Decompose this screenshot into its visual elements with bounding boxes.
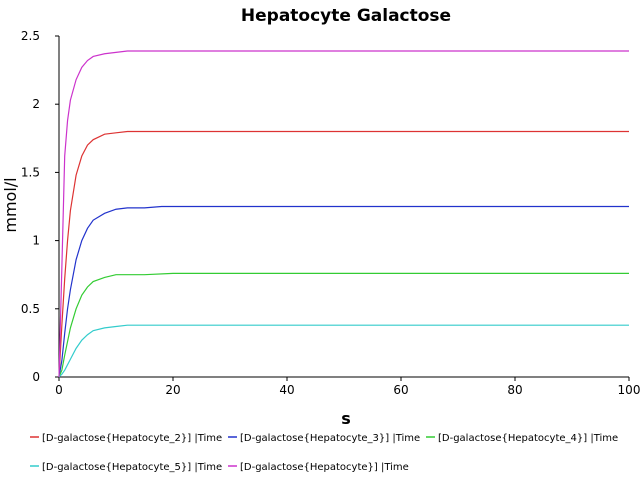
series-line-3: [58, 324, 629, 378]
x-axis-label: s: [341, 409, 351, 428]
series-line-0: [58, 130, 629, 378]
legend-label-0: [D-galactose{Hepatocyte_2}] |Time: [42, 433, 222, 444]
y-axis-label: mmol/l: [1, 177, 20, 232]
series-line-2: [58, 272, 629, 378]
x-tick-label-4: 80: [507, 383, 522, 397]
y-tick-label-5: 2.5: [21, 29, 40, 43]
y-tick-label-2: 1: [32, 234, 40, 248]
x-tick-label-3: 60: [393, 383, 408, 397]
chart-title: Hepatocyte Galactose: [241, 6, 451, 26]
plot-area: [58, 50, 629, 378]
legend-label-3: [D-galactose{Hepatocyte_5}] |Time: [42, 462, 222, 473]
axes: 0 20 40 60 80 100 0 0.5 1 1.5 2 2.5: [21, 29, 640, 397]
x-tick-label-5: 100: [618, 383, 640, 397]
y-tick-label-1: 0.5: [21, 302, 40, 316]
series-line-4: [58, 50, 629, 378]
series-line-1: [58, 205, 629, 378]
legend-label-4: [D-galactose{Hepatocyte}] |Time: [240, 462, 409, 473]
legend: [D-galactose{Hepatocyte_2}] |Time [D-gala…: [30, 433, 618, 473]
legend-label-2: [D-galactose{Hepatocyte_4}] |Time: [438, 433, 618, 444]
x-tick-label-1: 20: [165, 383, 180, 397]
y-tick-label-3: 1.5: [21, 165, 40, 179]
x-tick-label-2: 40: [279, 383, 294, 397]
y-tick-label-0: 0: [32, 370, 40, 384]
legend-label-1: [D-galactose{Hepatocyte_3}] |Time: [240, 433, 420, 444]
x-tick-label-0: 0: [55, 383, 63, 397]
y-tick-label-4: 2: [32, 97, 40, 111]
